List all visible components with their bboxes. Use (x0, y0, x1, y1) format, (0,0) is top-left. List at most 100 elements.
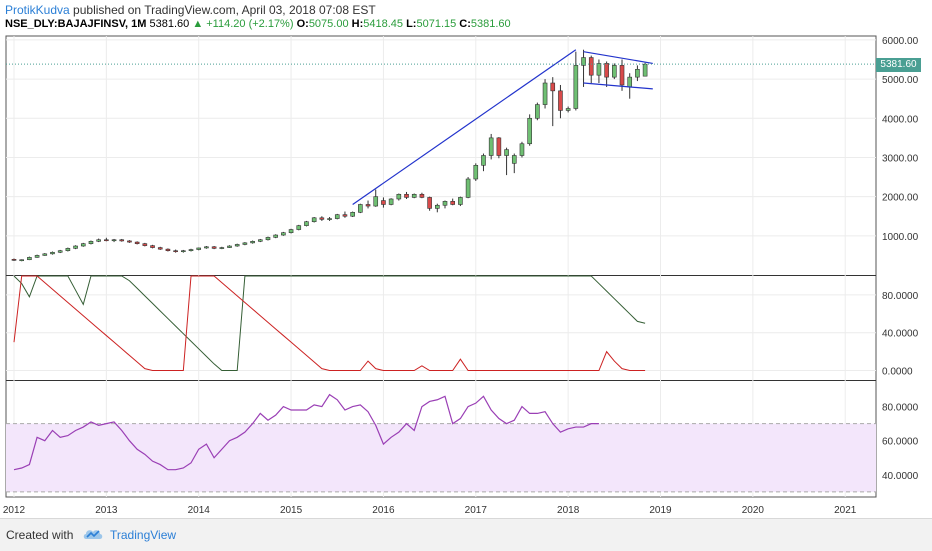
candle-body (496, 137, 502, 156)
candle-body (427, 197, 432, 209)
candle-body (334, 214, 340, 219)
candle-body (265, 237, 271, 241)
candle-body (411, 193, 417, 198)
candle-body (581, 57, 586, 66)
candle-body (550, 82, 556, 92)
x-tick-label: 2019 (649, 505, 672, 516)
candle-body (227, 245, 232, 248)
candle-body (612, 65, 617, 78)
publish-info: published on TradingView.com, April 03, … (73, 3, 376, 17)
candle-body (350, 212, 355, 217)
candle-body (88, 241, 94, 244)
candle-body (250, 241, 255, 244)
stoch-tick-label: 80.0000 (882, 291, 919, 302)
candle-body (173, 250, 178, 253)
candle-body (319, 217, 325, 220)
candle-body (11, 259, 17, 261)
candle-body (327, 218, 332, 220)
candle-body (527, 117, 532, 145)
candle-body (165, 248, 171, 252)
candle-body (558, 90, 563, 111)
candle-body (542, 82, 548, 105)
candle-body (96, 239, 101, 242)
symbol-line: NSE_DLY:BAJAJFINSV, 1M 5381.60 ▲ +114.20… (5, 18, 511, 30)
candle-body (588, 57, 594, 76)
candle-body (435, 204, 440, 209)
candle-body (273, 234, 278, 238)
price-tick-label: 6000.00 (882, 36, 919, 47)
candle-body (519, 143, 525, 156)
candle-body (627, 76, 633, 88)
close-label: C: (459, 18, 471, 30)
candle-body (288, 229, 294, 233)
x-tick-label: 2013 (95, 505, 118, 516)
candle-body (142, 243, 148, 246)
open-value: 5075.00 (308, 18, 349, 30)
candle-body (373, 196, 379, 207)
price-change: ▲ +114.20 (+2.17%) (192, 18, 294, 30)
candle-body (296, 225, 302, 230)
chart-area[interactable]: 2012 2013 2014 2015 2016 2017 2018 2019 2020 2021… (0, 0, 932, 518)
last-price-tag: 5381.60 (876, 58, 921, 72)
candle-body (27, 257, 32, 261)
candle-body (73, 245, 78, 249)
candle-body (150, 245, 155, 248)
candle-body (488, 137, 494, 156)
price-tick-label: 4000.00 (882, 114, 919, 125)
candle-body (34, 255, 40, 258)
candle-body (50, 251, 55, 255)
candle-body (565, 108, 571, 111)
candle-body (134, 241, 140, 244)
candle-body (396, 193, 402, 200)
trendline (583, 82, 653, 90)
tradingview-cloud-icon (83, 530, 103, 539)
candle-body (388, 198, 394, 205)
rsi-tick-label: 60.0000 (882, 437, 919, 448)
x-tick-label: 2018 (557, 505, 580, 516)
rsi-band (6, 423, 876, 492)
candle-body (111, 239, 117, 242)
low-value: 5071.15 (416, 18, 457, 30)
high-label: H: (351, 18, 364, 30)
candle-body (473, 164, 479, 180)
x-tick-label: 2016 (372, 505, 395, 516)
candle-body (596, 63, 602, 76)
trendline (352, 49, 577, 205)
open-label: O: (296, 18, 309, 30)
candle-body (458, 197, 463, 205)
tradingview-brand[interactable]: TradingView (110, 528, 177, 542)
x-tick-label: 2015 (280, 505, 303, 516)
candle-body (450, 201, 455, 205)
candle-body (181, 250, 186, 253)
candle-body (381, 200, 386, 205)
candle-body (119, 239, 125, 242)
x-tick-label: 2017 (465, 505, 488, 516)
x-tick-label: 2012 (3, 505, 26, 516)
candle-body (481, 155, 486, 166)
stochastic-line (13, 275, 646, 372)
close-value: 5381.60 (470, 18, 511, 30)
candle-body (65, 248, 71, 252)
candle-body (204, 246, 209, 249)
candle-body (281, 232, 286, 236)
candle-body (404, 193, 409, 198)
candle-body (211, 246, 217, 249)
candle-body (358, 204, 363, 213)
created-with-text: Created with (6, 528, 74, 542)
price-tick-label: 1000.00 (882, 232, 919, 243)
candle-body (419, 193, 425, 198)
candle-body (604, 63, 609, 78)
candle-body (42, 253, 48, 256)
price-tick-label: 3000.00 (882, 153, 919, 164)
candle-body (442, 201, 448, 206)
price-tick-label: 5000.00 (882, 75, 919, 86)
x-tick-label: 2021 (834, 505, 857, 516)
trendline (583, 51, 653, 65)
author-name[interactable]: ProtikKudva (5, 3, 70, 17)
price-tick-label: 2000.00 (882, 193, 919, 204)
publish-line: ProtikKudva published on TradingView.com… (5, 3, 376, 17)
last-price: 5381.60 (149, 18, 190, 30)
stoch-tick-label: 40.0000 (882, 329, 919, 340)
candle-body (19, 259, 24, 262)
candle-body (104, 239, 109, 242)
